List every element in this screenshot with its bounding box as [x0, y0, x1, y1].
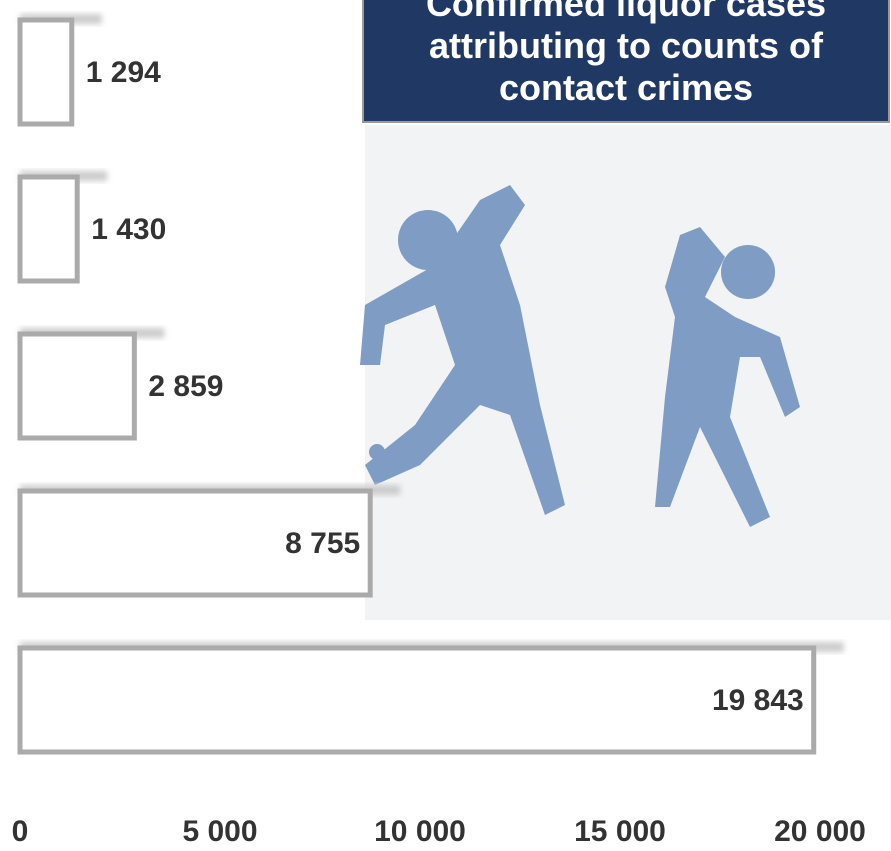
bar — [17, 17, 75, 127]
bar — [17, 174, 80, 284]
bar — [17, 488, 373, 598]
title-box — [362, 0, 890, 123]
value-label: 1 430 — [91, 213, 166, 246]
illustration-bg — [365, 125, 891, 620]
x-tick-label: 20 000 — [774, 815, 866, 848]
x-tick-label: 10 000 — [374, 815, 466, 848]
x-tick-label: 5 000 — [182, 815, 257, 848]
illustration — [360, 185, 800, 527]
bar — [17, 645, 817, 755]
chart-title: Confirmed liquor cases attributing to cou… — [426, 0, 826, 108]
x-tick-label: 0 — [12, 815, 29, 848]
value-label: 8 755 — [285, 527, 360, 560]
value-label: 19 843 — [712, 684, 804, 717]
x-tick-label: 15 000 — [574, 815, 666, 848]
bar — [17, 331, 137, 441]
value-label: 1 294 — [86, 56, 161, 89]
value-label: 2 859 — [148, 370, 223, 403]
